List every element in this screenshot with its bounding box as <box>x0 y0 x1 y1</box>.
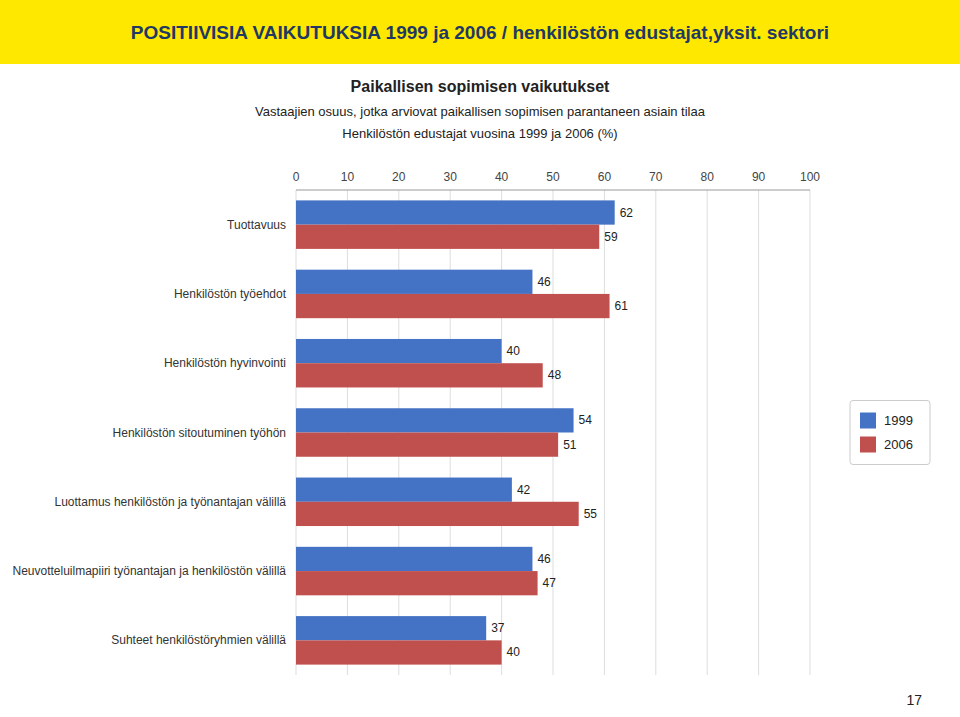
page-number: 17 <box>906 692 922 708</box>
data-label: 62 <box>620 206 634 220</box>
subtitle: Paikallisen sopimisen vaikutukset <box>351 78 610 95</box>
data-label: 46 <box>537 275 551 289</box>
category-label: Tuottavuus <box>227 218 286 232</box>
category-label: Luottamus henkilöstön ja työnantajan väl… <box>55 495 287 509</box>
legend-swatch <box>860 437 876 453</box>
grid-line <box>655 190 656 675</box>
tick-label: 40 <box>495 170 509 184</box>
data-label: 47 <box>543 576 557 590</box>
legend-swatch <box>860 413 876 429</box>
bar <box>296 294 610 318</box>
grid <box>296 190 810 675</box>
tick-label: 70 <box>649 170 663 184</box>
grid-line <box>758 190 759 675</box>
data-label: 40 <box>507 344 521 358</box>
data-label: 40 <box>507 645 521 659</box>
legend-box <box>850 401 930 465</box>
tick-label: 30 <box>444 170 458 184</box>
tick-label: 50 <box>546 170 560 184</box>
y-axis: Tuottavuus Henkilöstön työehdot Henkilöstö… <box>13 218 287 648</box>
data-label: 51 <box>563 438 577 452</box>
bar <box>296 363 543 387</box>
bar <box>296 502 579 526</box>
data-label: 55 <box>584 507 598 521</box>
x-axis: 0 10 20 30 40 50 60 70 80 90 100 <box>293 170 821 190</box>
grid-line <box>810 190 811 675</box>
tick-label: 0 <box>293 170 300 184</box>
bar <box>296 408 574 432</box>
title: POSITIIVISIA VAIKUTUKSIA 1999 ja 2006 / … <box>131 22 829 43</box>
data-label: 46 <box>537 552 551 566</box>
category-label: Henkilöstön sitoutuminen työhön <box>113 426 286 440</box>
category-label: Suhteet henkilöstöryhmien välillä <box>111 633 286 647</box>
bar <box>296 478 512 502</box>
legend-label: 2006 <box>884 437 913 452</box>
bar <box>296 571 538 595</box>
chart: POSITIIVISIA VAIKUTUKSIA 1999 ja 2006 / … <box>0 0 960 717</box>
category-label: Henkilöstön työehdot <box>174 287 287 301</box>
bar <box>296 225 599 249</box>
grid-line <box>707 190 708 675</box>
tick-label: 80 <box>701 170 715 184</box>
grid-line <box>604 190 605 675</box>
tick-label: 100 <box>800 170 820 184</box>
data-labels: 62 46 40 54 42 46 37 59 61 48 51 55 47 40 <box>491 206 633 660</box>
subtitle: Vastaajien osuus, jotka arviovat paikall… <box>255 104 706 119</box>
bar <box>296 339 502 363</box>
subtitle: Henkilöstön edustajat vuosina 1999 ja 20… <box>342 126 617 141</box>
bar <box>296 270 532 294</box>
legend-label: 1999 <box>884 413 913 428</box>
data-label: 42 <box>517 483 531 497</box>
tick-label: 10 <box>341 170 355 184</box>
bar <box>296 433 558 457</box>
tick-label: 90 <box>752 170 766 184</box>
axis-line <box>296 190 810 191</box>
tick-label: 20 <box>392 170 406 184</box>
data-label: 59 <box>604 230 618 244</box>
data-label: 37 <box>491 621 505 635</box>
category-label: Henkilöstön hyvinvointi <box>164 356 286 370</box>
legend: 1999 2006 <box>850 401 930 465</box>
bars <box>296 200 615 664</box>
data-label: 48 <box>548 368 562 382</box>
bar <box>296 616 486 640</box>
bar <box>296 640 502 664</box>
category-label: Neuvotteluilmapiiri työnantajan ja henki… <box>13 564 287 578</box>
tick-label: 60 <box>598 170 612 184</box>
data-label: 54 <box>579 413 593 427</box>
bar <box>296 547 532 571</box>
bar <box>296 200 615 224</box>
data-label: 61 <box>615 299 629 313</box>
banner <box>0 0 960 64</box>
